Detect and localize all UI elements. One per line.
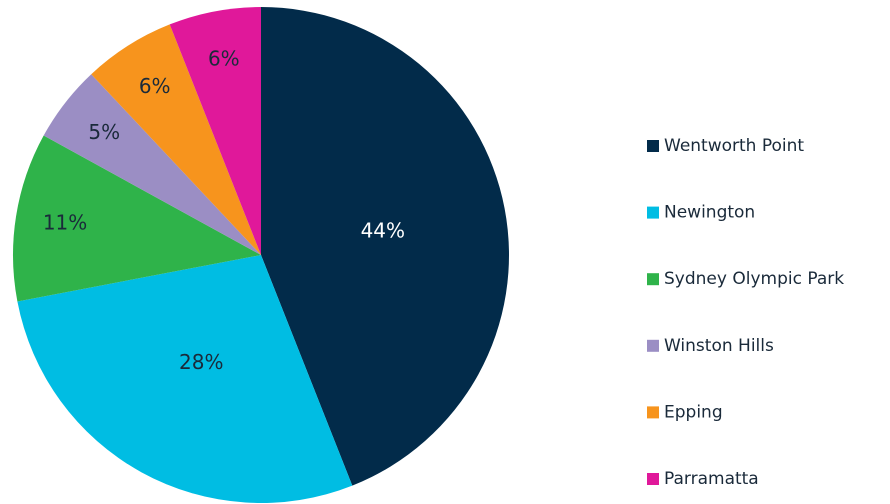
legend-swatch [647,273,659,286]
legend-swatch [647,473,659,485]
slice-label: 5% [88,120,120,144]
legend-swatch [647,339,659,352]
pie-slice [17,255,353,503]
legend-label: Sydney Olympic Park [664,269,844,289]
slice-label: 11% [43,210,87,234]
pie-slice [12,135,261,302]
slice-label: 6% [208,47,240,71]
legend-label: Epping [664,402,723,422]
legend-label: Wentworth Point [664,136,804,156]
legend-label: Parramatta [664,469,759,489]
legend-swatch [647,406,659,419]
legend-swatch [647,140,659,152]
pie-slice [169,6,261,255]
slice-label: 44% [361,218,405,242]
legend-label: Winston Hills [664,336,774,356]
slice-label: 6% [139,74,171,98]
legend-label: Newington [664,203,755,223]
legend-swatch [647,206,659,219]
pie-slice [43,74,262,255]
pie-slice [91,24,261,255]
slice-label: 28% [179,350,223,374]
pie-slice [261,7,509,486]
